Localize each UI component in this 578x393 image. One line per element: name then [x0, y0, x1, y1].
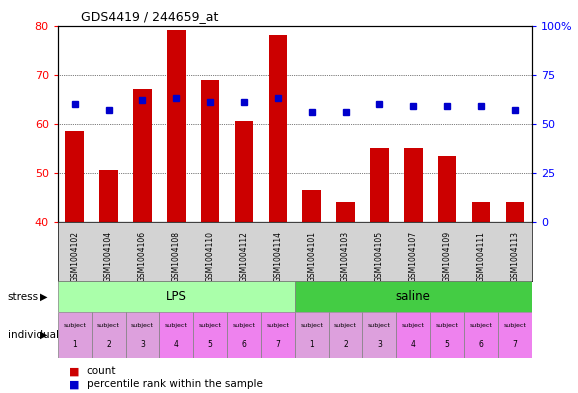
FancyBboxPatch shape	[464, 312, 498, 358]
FancyBboxPatch shape	[295, 312, 329, 358]
Text: saline: saline	[396, 290, 431, 303]
Text: subject: subject	[503, 323, 527, 328]
Text: subject: subject	[199, 323, 221, 328]
Bar	[472, 202, 490, 222]
FancyBboxPatch shape	[92, 312, 125, 358]
Text: 3: 3	[377, 340, 382, 349]
Text: 1: 1	[309, 340, 314, 349]
Text: subject: subject	[436, 323, 458, 328]
Text: subject: subject	[63, 323, 86, 328]
Text: stress: stress	[8, 292, 39, 302]
Text: ▶: ▶	[40, 330, 47, 340]
Text: 4: 4	[174, 340, 179, 349]
FancyBboxPatch shape	[397, 312, 430, 358]
Text: GSM1004102: GSM1004102	[71, 231, 79, 282]
Bar	[506, 202, 524, 222]
Bar	[302, 190, 321, 222]
Text: subject: subject	[232, 323, 255, 328]
Text: 3: 3	[140, 340, 145, 349]
Text: 5: 5	[444, 340, 450, 349]
Text: count: count	[87, 366, 116, 376]
Text: LPS: LPS	[166, 290, 187, 303]
Text: subject: subject	[334, 323, 357, 328]
FancyBboxPatch shape	[193, 312, 227, 358]
FancyBboxPatch shape	[227, 312, 261, 358]
FancyBboxPatch shape	[160, 312, 193, 358]
Text: subject: subject	[300, 323, 323, 328]
Text: GSM1004103: GSM1004103	[341, 231, 350, 282]
Text: subject: subject	[402, 323, 425, 328]
FancyBboxPatch shape	[362, 312, 397, 358]
Text: subject: subject	[165, 323, 188, 328]
Bar	[167, 30, 186, 222]
FancyBboxPatch shape	[430, 312, 464, 358]
Bar	[336, 202, 355, 222]
Text: individual: individual	[8, 330, 58, 340]
Text: GSM1004114: GSM1004114	[273, 231, 282, 282]
Text: 7: 7	[275, 340, 280, 349]
Text: subject: subject	[97, 323, 120, 328]
Bar	[404, 148, 423, 222]
Text: GDS4419 / 244659_at: GDS4419 / 244659_at	[81, 10, 219, 23]
Text: GSM1004110: GSM1004110	[206, 231, 214, 282]
Text: 7: 7	[512, 340, 517, 349]
Bar	[133, 89, 152, 222]
Text: GSM1004109: GSM1004109	[443, 231, 451, 282]
Text: GSM1004111: GSM1004111	[476, 231, 486, 282]
FancyBboxPatch shape	[125, 312, 160, 358]
Text: 2: 2	[106, 340, 111, 349]
Text: 6: 6	[242, 340, 246, 349]
Text: ■: ■	[69, 366, 80, 376]
Text: GSM1004106: GSM1004106	[138, 231, 147, 282]
FancyBboxPatch shape	[498, 312, 532, 358]
Text: subject: subject	[131, 323, 154, 328]
FancyBboxPatch shape	[58, 281, 295, 312]
FancyBboxPatch shape	[329, 312, 362, 358]
Text: GSM1004105: GSM1004105	[375, 231, 384, 282]
FancyBboxPatch shape	[295, 281, 532, 312]
Text: ▶: ▶	[40, 292, 47, 302]
Text: subject: subject	[469, 323, 492, 328]
Bar	[201, 79, 220, 222]
Text: 1: 1	[72, 340, 77, 349]
Text: 2: 2	[343, 340, 348, 349]
Bar	[99, 171, 118, 222]
FancyBboxPatch shape	[58, 312, 92, 358]
Text: subject: subject	[266, 323, 290, 328]
Text: 5: 5	[208, 340, 213, 349]
Bar	[269, 35, 287, 222]
Text: GSM1004104: GSM1004104	[104, 231, 113, 282]
Text: GSM1004108: GSM1004108	[172, 231, 181, 282]
Text: subject: subject	[368, 323, 391, 328]
Bar	[370, 148, 389, 222]
Bar	[235, 121, 253, 222]
Text: ■: ■	[69, 379, 80, 389]
Text: 6: 6	[479, 340, 483, 349]
Text: GSM1004113: GSM1004113	[510, 231, 519, 282]
Text: GSM1004112: GSM1004112	[239, 231, 249, 282]
Text: GSM1004107: GSM1004107	[409, 231, 418, 282]
Bar	[65, 131, 84, 222]
Text: 4: 4	[411, 340, 416, 349]
Text: GSM1004101: GSM1004101	[307, 231, 316, 282]
Text: percentile rank within the sample: percentile rank within the sample	[87, 379, 262, 389]
FancyBboxPatch shape	[261, 312, 295, 358]
Bar	[438, 156, 457, 222]
